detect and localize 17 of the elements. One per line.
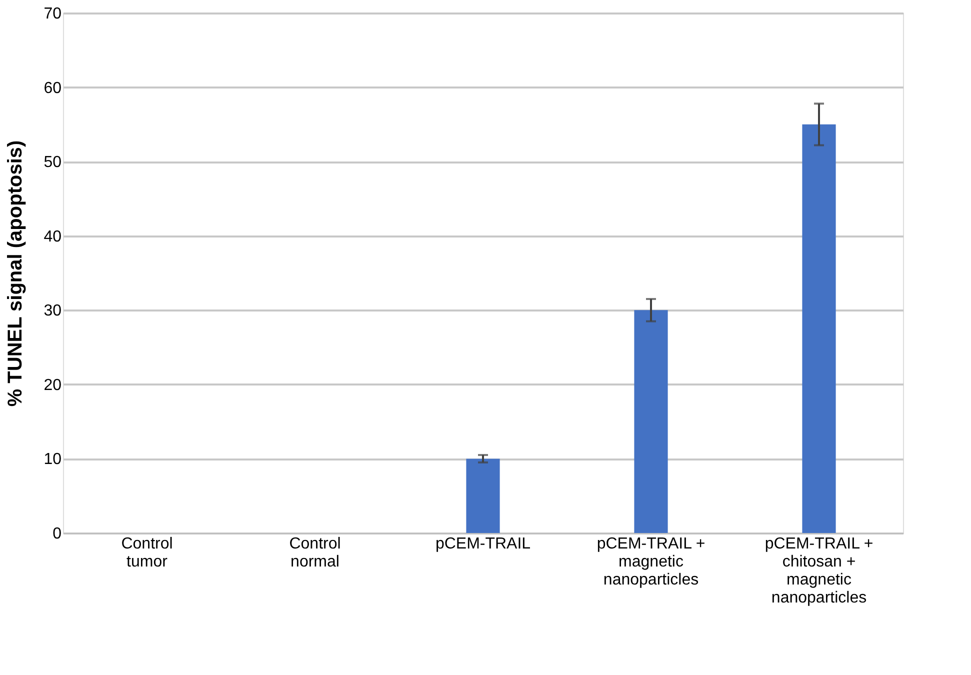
x-tick-label: Control tumor	[121, 536, 173, 570]
y-tick-label: 0	[52, 526, 62, 542]
bar	[466, 458, 500, 533]
y-tick-label: 70	[44, 6, 62, 22]
x-tick-label: pCEM-TRAIL	[435, 536, 531, 552]
bar	[802, 124, 836, 533]
x-tick-label: Control normal	[289, 536, 341, 570]
y-tick-label: 30	[44, 302, 62, 320]
y-axis-title: % TUNEL signal (apoptosis)	[4, 140, 27, 407]
x-tick-label: pCEM-TRAIL + chitosan + magnetic nanoparticles	[764, 536, 874, 606]
y-tick-label: 60	[44, 80, 62, 97]
y-tick-label: 40	[44, 228, 62, 246]
bar	[634, 310, 668, 533]
y-tick-label: 20	[44, 376, 62, 394]
y-tick-label: 10	[44, 451, 62, 468]
x-tick-label: pCEM-TRAIL + magnetic nanoparticles	[596, 536, 706, 588]
y-tick-label: 50	[44, 154, 62, 172]
